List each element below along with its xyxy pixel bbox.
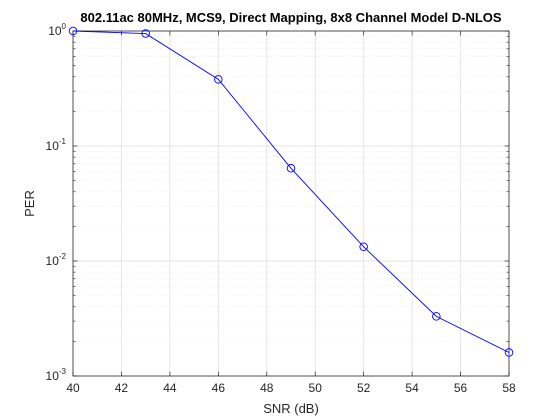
x-tick-label: 42 [115, 381, 129, 395]
x-tick-label: 46 [212, 381, 226, 395]
data-point-marker [286, 164, 296, 173]
grid [73, 31, 509, 376]
y-axis-label: PER [22, 190, 37, 217]
axes-box [72, 30, 510, 377]
data-point-marker [359, 242, 368, 252]
x-tick-label: 58 [502, 381, 516, 395]
data-point-marker [432, 312, 441, 321]
x-tick-label: 52 [357, 381, 371, 395]
data-point-marker [214, 75, 223, 84]
plot-area [73, 31, 509, 376]
chart-title: 802.11ac 80MHz, MCS9, Direct Mapping, 8x… [80, 10, 501, 25]
series-line [72, 30, 510, 353]
series [68, 26, 514, 357]
x-axis-label: SNR (dB) [263, 401, 319, 416]
y-tick-label: 10-1 [46, 137, 67, 153]
x-tick-label: 50 [309, 381, 323, 395]
data-point-marker [504, 348, 514, 357]
x-tick-label: 54 [405, 381, 419, 395]
x-tick-label: 44 [163, 381, 177, 395]
y-tick-label: 100 [48, 22, 66, 38]
x-tick-label: 56 [454, 381, 468, 395]
data-point-marker [68, 26, 78, 36]
y-tick-label: 10-3 [46, 367, 67, 383]
x-tick-label: 40 [66, 381, 80, 395]
x-tick-label: 48 [260, 381, 274, 395]
ticks: 40 42 44 46 48 50 52 54 56 58 10-3 10-2 10-1 100 [46, 22, 516, 395]
data-point-marker [141, 29, 150, 38]
y-tick-label: 10-2 [46, 252, 67, 268]
